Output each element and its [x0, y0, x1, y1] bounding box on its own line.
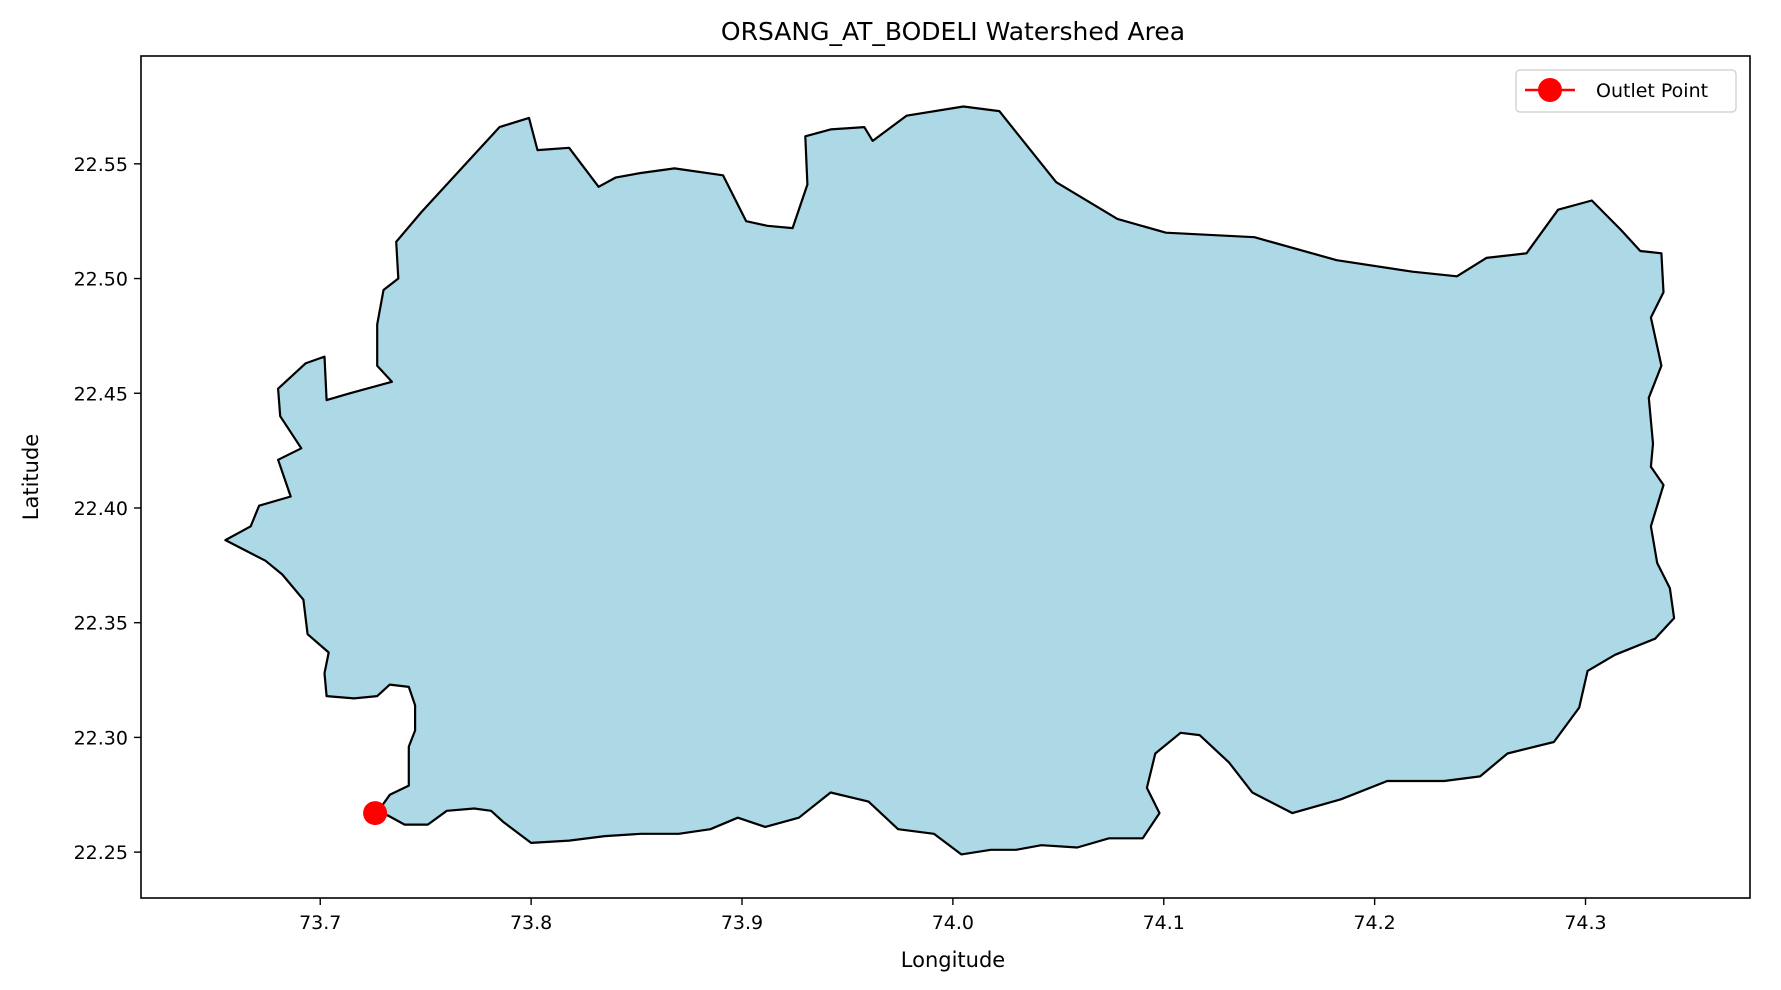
y-tick-label: 22.50 [74, 269, 128, 291]
x-tick-label: 74.1 [1143, 912, 1185, 934]
y-tick-label: 22.30 [74, 727, 128, 749]
x-tick-label: 73.9 [721, 912, 763, 934]
y-tick-label: 22.35 [74, 613, 128, 635]
legend-label-outlet: Outlet Point [1596, 80, 1708, 102]
legend: Outlet Point [1515, 69, 1737, 113]
x-tick-label: 73.8 [510, 912, 552, 934]
legend-marker-swatch [1538, 78, 1562, 102]
watershed-polygon [224, 105, 1676, 856]
outlet-point-marker [363, 801, 388, 826]
x-tick-label: 73.7 [299, 912, 341, 934]
legend-box [1515, 69, 1737, 113]
y-tick-label: 22.55 [74, 154, 128, 176]
x-axis-ticks: 73.7 73.8 73.9 74.0 74.1 74.2 74.3 [299, 898, 1607, 934]
x-tick-label: 74.2 [1353, 912, 1395, 934]
x-tick-label: 74.3 [1564, 912, 1606, 934]
y-axis-ticks: 22.25 22.30 22.35 22.40 22.45 22.50 22.55 [74, 154, 141, 864]
y-tick-label: 22.25 [74, 842, 128, 864]
x-tick-label: 74.0 [932, 912, 974, 934]
x-axis-label: Longitude [901, 948, 1005, 972]
y-axis-label: Latitude [19, 434, 43, 520]
chart-title: ORSANG_AT_BODELI Watershed Area [721, 17, 1185, 46]
y-tick-label: 22.45 [74, 383, 128, 405]
plot-area [224, 105, 1676, 856]
y-tick-label: 22.40 [74, 498, 128, 520]
axes-frame [140, 55, 1751, 899]
